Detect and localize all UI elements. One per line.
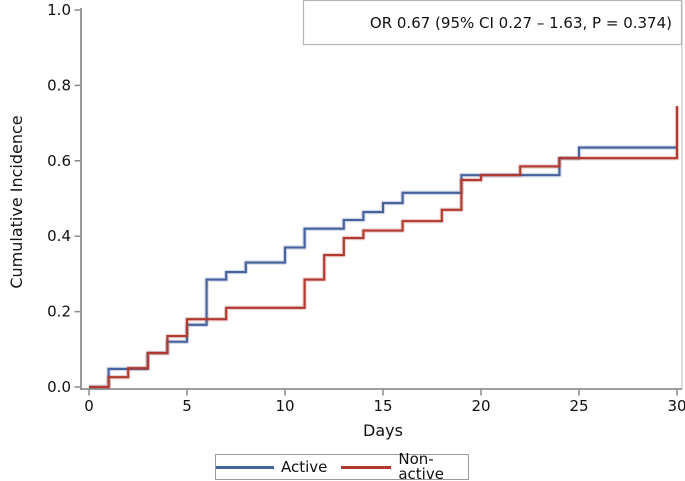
x-axis-ticks: 0 5 10 15 20 25 30: [84, 389, 685, 415]
legend-label-non-active: Non-active: [398, 450, 444, 481]
y-axis-title: Cumulative Incidence: [7, 115, 26, 288]
x-axis-tick-label: 20: [471, 397, 490, 415]
active-line-sample: [216, 465, 274, 469]
y-axis-tick-label: 0.2: [47, 303, 71, 321]
x-axis-tick-label: 15: [373, 397, 392, 415]
series-curve-non-active: [89, 106, 679, 389]
non-active-line-sample: [341, 465, 392, 469]
x-axis-title: Days: [363, 421, 403, 440]
legend-item-non-active: Non-active: [341, 452, 468, 481]
y-axis-tick-label: 0.0: [47, 378, 71, 396]
y-axis-tick-label: 0.4: [47, 227, 71, 245]
x-axis-tick-label: 0: [84, 397, 94, 415]
x-axis-tick-label: 25: [569, 397, 588, 415]
x-axis-tick-label: 10: [275, 397, 294, 415]
y-axis-tick-label: 1.0: [47, 1, 71, 19]
odds-ratio-annotation: OR 0.67 (95% CI 0.27 – 1.63, P = 0.374): [370, 14, 672, 32]
series-halo-active: [89, 145, 677, 390]
y-axis-tick-label: 0.6: [47, 152, 71, 170]
y-axis-tick-label: 0.8: [47, 76, 71, 94]
series-curves: [89, 106, 680, 390]
legend: Active Non-active: [215, 452, 469, 481]
legend-item-active: Active: [216, 457, 328, 476]
legend-label-active: Active: [281, 457, 328, 476]
annotation-box: [302, 0, 683, 46]
x-axis-tick-label: 30: [667, 397, 685, 415]
series-curve-active: [89, 146, 677, 389]
y-axis-ticks: 0.0 0.2 0.4 0.6 0.8 1.0: [47, 1, 81, 396]
x-axis-tick-label: 5: [182, 397, 192, 415]
